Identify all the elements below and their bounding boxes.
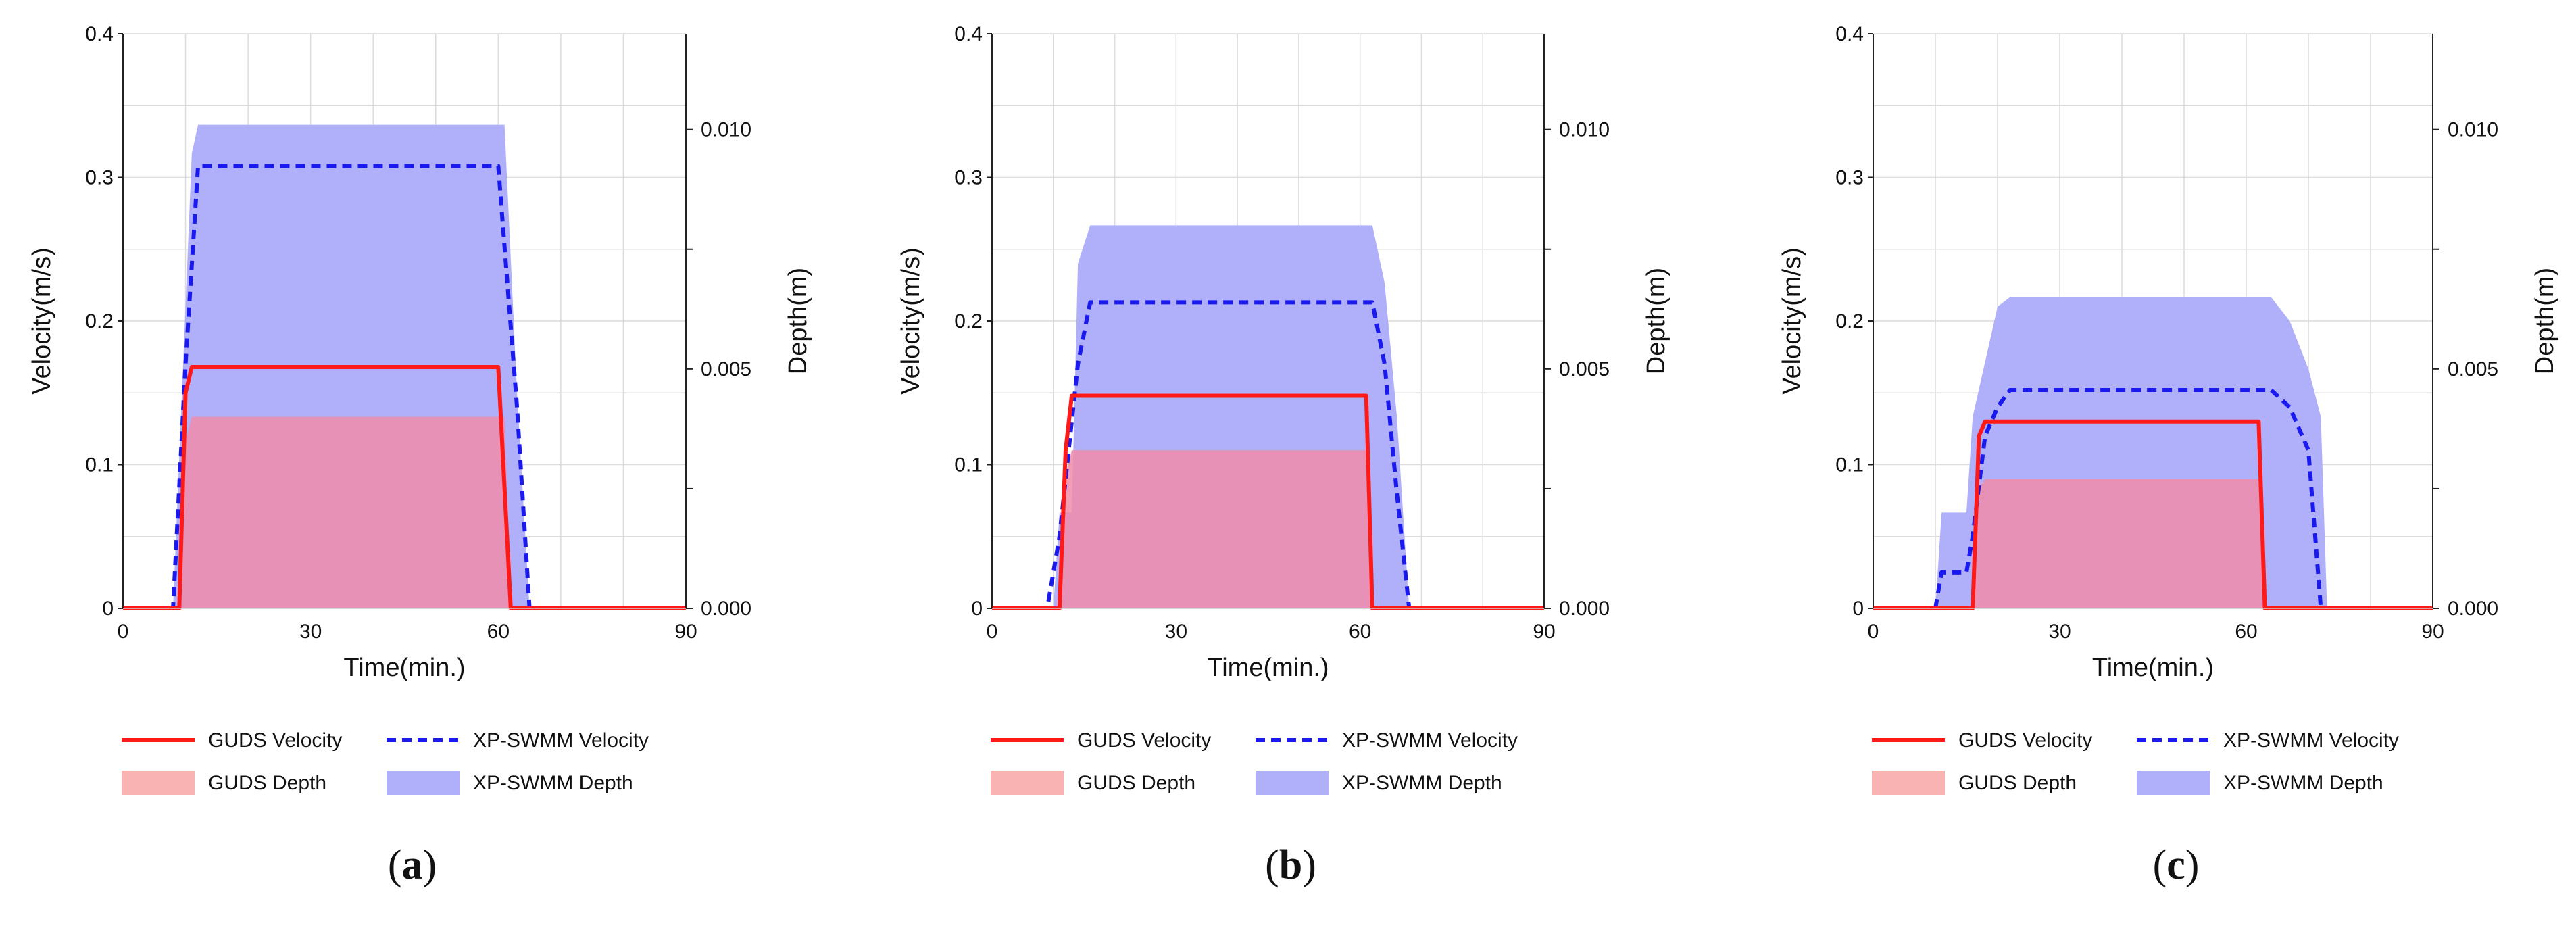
y-tick-label: 0: [971, 597, 983, 620]
series-line-xp-swmm-velocity: [1873, 388, 2433, 610]
legend-label-guds-depth: GUDS Depth: [1077, 772, 1195, 794]
y2-tick-label: 0.000: [2448, 597, 2498, 620]
x-tick-label: 0: [118, 620, 129, 643]
legend-label-xp-velocity: XP-SWMM Velocity: [1342, 729, 1518, 752]
legend-label-guds-velocity: GUDS Velocity: [1958, 729, 2092, 752]
y2-axis-title: Depth(m): [784, 268, 812, 374]
panel-label: (b): [1265, 842, 1316, 888]
y-tick-label: 0.1: [954, 454, 983, 477]
panel-label: (a): [388, 842, 437, 888]
legend-label-xp-depth: XP-SWMM Depth: [1342, 772, 1502, 794]
series-line-xp-swmm-velocity: [992, 300, 1544, 610]
series-area-guds-depth: [1873, 479, 2433, 608]
y2-tick-label: 0.000: [1559, 597, 1610, 620]
y-tick-label: 0.2: [1835, 310, 1864, 333]
series-area-guds-depth: [123, 416, 686, 608]
legend-label-guds-depth: GUDS Depth: [1958, 772, 2077, 794]
y2-tick-label: 0.005: [701, 358, 751, 381]
panel-label-letter: c: [2166, 842, 2185, 888]
y-tick-label: 0.2: [954, 310, 983, 333]
legend-label-xp-depth: XP-SWMM Depth: [473, 772, 633, 794]
x-tick-label: 90: [674, 620, 697, 643]
y2-tick-label: 0.010: [701, 119, 751, 141]
y2-tick-label: 0.005: [1559, 358, 1610, 381]
legend-swatch-guds-depth: [991, 771, 1064, 795]
x-tick-label: 30: [299, 620, 322, 643]
y-tick-label: 0.4: [85, 23, 114, 45]
panel-label-open: (: [2153, 842, 2167, 888]
y-axis-title: Velocity(m/s): [28, 247, 56, 394]
x-tick-label: 60: [2235, 620, 2257, 643]
x-tick-label: 0: [1868, 620, 1879, 643]
y-tick-label: 0.3: [1835, 167, 1864, 189]
x-tick-label: 60: [1349, 620, 1371, 643]
y-tick-label: 0.1: [85, 454, 114, 477]
x-tick-label: 60: [487, 620, 510, 643]
panel-label-close: ): [1302, 842, 1316, 888]
series-line-xp-swmm-velocity: [123, 164, 686, 610]
x-tick-label: 90: [2421, 620, 2444, 643]
y2-tick-label: 0.010: [2448, 119, 2498, 141]
y2-tick-label: 0.010: [1559, 119, 1610, 141]
legend-swatch-xp-depth: [1256, 771, 1329, 795]
panel-label-close: ): [423, 842, 437, 888]
x-axis-title: Time(min.): [1207, 654, 1329, 682]
legend: GUDS Velocity XP-SWMM Velocity GUDS Depth X…: [122, 729, 649, 795]
y-tick-label: 0.1: [1835, 454, 1864, 477]
panel-label-open: (: [388, 842, 402, 888]
y2-tick-label: 0.005: [2448, 358, 2498, 381]
panel-label: (c): [2153, 842, 2200, 888]
x-tick-label: 0: [987, 620, 998, 643]
legend: GUDS Velocity XP-SWMM Velocity GUDS Depth X…: [991, 729, 1518, 795]
y-tick-label: 0.4: [954, 23, 983, 45]
legend-label-guds-velocity: GUDS Velocity: [208, 729, 342, 752]
panel-label-open: (: [1265, 842, 1279, 888]
y-tick-label: 0: [102, 597, 114, 620]
x-tick-label: 30: [1165, 620, 1187, 643]
chart-panel-a: 0 0.1 0.2 0.3 0.4 0.000 0.005 0.010 0 30 60 90 Time(…: [28, 23, 812, 888]
y-axis-title: Velocity(m/s): [897, 247, 925, 394]
legend-label-xp-velocity: XP-SWMM Velocity: [2223, 729, 2399, 752]
legend-label-guds-velocity: GUDS Velocity: [1077, 729, 1211, 752]
panel-label-close: ): [2185, 842, 2200, 888]
y-tick-label: 0.2: [85, 310, 114, 333]
legend-label-guds-depth: GUDS Depth: [208, 772, 326, 794]
chart-panel-c: 0 0.1 0.2 0.3 0.4 0.000 0.005 0.010 0 30 60 90 Time(…: [1778, 23, 2559, 888]
y-tick-label: 0.3: [954, 167, 983, 189]
legend-swatch-xp-depth: [387, 771, 460, 795]
chart-panel-b: 0 0.1 0.2 0.3 0.4 0.000 0.005 0.010 0 30 60 90 Time(…: [897, 23, 1670, 888]
y-tick-label: 0.4: [1835, 23, 1864, 45]
series-area-guds-depth: [992, 450, 1544, 608]
legend: GUDS Velocity XP-SWMM Velocity GUDS Depth X…: [1872, 729, 2399, 795]
x-tick-label: 90: [1533, 620, 1555, 643]
y2-axis-title: Depth(m): [2531, 268, 2559, 374]
legend-swatch-guds-depth: [122, 771, 195, 795]
y-axis-title: Velocity(m/s): [1778, 247, 1806, 394]
y2-axis-title: Depth(m): [1642, 268, 1670, 374]
legend-swatch-guds-depth: [1872, 771, 1945, 795]
legend-label-xp-depth: XP-SWMM Depth: [2223, 772, 2383, 794]
x-tick-label: 30: [2048, 620, 2071, 643]
x-axis-title: Time(min.): [2092, 654, 2214, 682]
panel-label-letter: b: [1279, 842, 1302, 888]
legend-label-xp-velocity: XP-SWMM Velocity: [473, 729, 649, 752]
panel-label-letter: a: [402, 842, 423, 888]
x-axis-title: Time(min.): [343, 654, 465, 682]
y-tick-label: 0: [1852, 597, 1864, 620]
legend-swatch-xp-depth: [2137, 771, 2210, 795]
y-tick-label: 0.3: [85, 167, 114, 189]
y2-tick-label: 0.000: [701, 597, 751, 620]
